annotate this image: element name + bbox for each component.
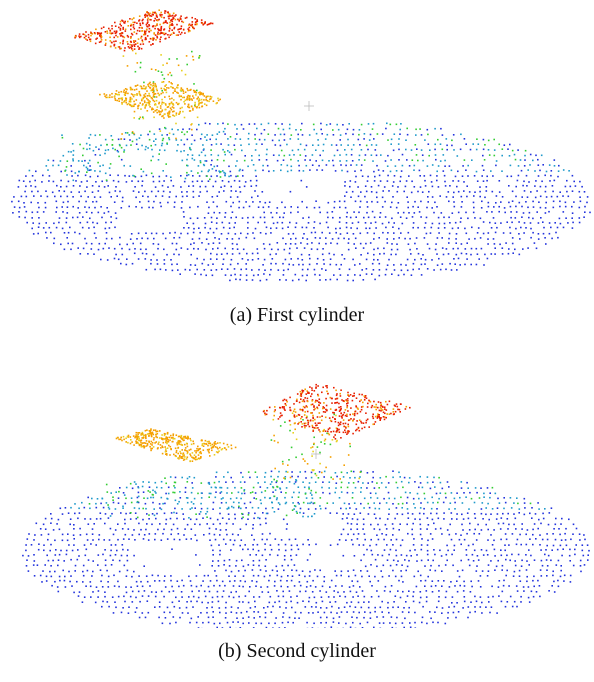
ground-disc-points — [11, 122, 591, 282]
vertical-column-points — [101, 477, 321, 519]
point-cloud-first-cylinder — [11, 9, 591, 282]
middle-plane-points — [115, 428, 237, 463]
vertical-column-points — [61, 130, 242, 182]
figure-b: (b) Second cylinder — [0, 342, 594, 682]
top-plane-points — [262, 383, 411, 440]
middle-plane-points — [99, 81, 221, 118]
ground-disc-points — [22, 470, 590, 628]
top-plane-points — [74, 9, 214, 52]
figure-a: (a) First cylinder — [0, 0, 594, 340]
vertical-column-points-upper — [120, 50, 201, 140]
caption-first-cylinder: (a) First cylinder — [229, 304, 365, 326]
point-cloud-second-cylinder — [22, 383, 590, 628]
crosshair-marker — [304, 101, 314, 111]
crosshair-marker — [311, 449, 321, 459]
vertical-column-points-upper — [270, 412, 362, 480]
caption-second-cylinder: (b) Second cylinder — [218, 640, 376, 662]
